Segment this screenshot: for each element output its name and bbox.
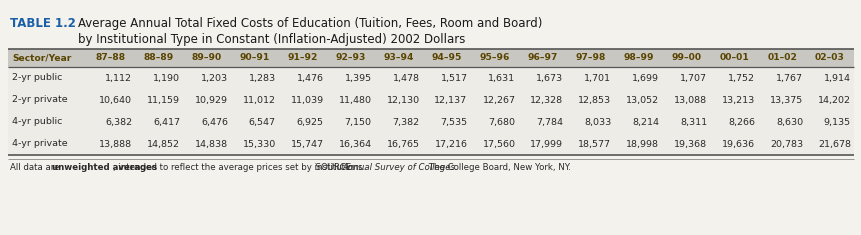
- Text: 1,752: 1,752: [728, 74, 754, 82]
- Text: 16,364: 16,364: [338, 140, 371, 149]
- Text: 2-yr private: 2-yr private: [12, 95, 67, 105]
- Text: 14,838: 14,838: [195, 140, 227, 149]
- Text: 19,636: 19,636: [722, 140, 754, 149]
- Text: 14,852: 14,852: [146, 140, 180, 149]
- Text: 7,680: 7,680: [488, 118, 515, 126]
- Text: 15,330: 15,330: [242, 140, 276, 149]
- Text: 12,130: 12,130: [386, 95, 419, 105]
- Text: 7,784: 7,784: [536, 118, 563, 126]
- Text: 1,631: 1,631: [488, 74, 515, 82]
- Text: TABLE 1.2: TABLE 1.2: [10, 17, 76, 30]
- Text: 13,888: 13,888: [99, 140, 132, 149]
- Text: 8,311: 8,311: [679, 118, 706, 126]
- Text: 1,699: 1,699: [631, 74, 659, 82]
- Text: 11,039: 11,039: [290, 95, 324, 105]
- Text: 96–97: 96–97: [527, 54, 557, 63]
- Text: The College Board, New York, NY.: The College Board, New York, NY.: [425, 164, 570, 172]
- Text: 13,213: 13,213: [721, 95, 754, 105]
- Text: 13,375: 13,375: [769, 95, 802, 105]
- Text: 01–02: 01–02: [766, 54, 796, 63]
- Text: 14,202: 14,202: [817, 95, 850, 105]
- Text: 1,476: 1,476: [296, 74, 324, 82]
- Text: 12,137: 12,137: [434, 95, 467, 105]
- Text: 1,283: 1,283: [249, 74, 276, 82]
- Text: 1,112: 1,112: [105, 74, 132, 82]
- Text: 9,135: 9,135: [823, 118, 850, 126]
- Text: 00–01: 00–01: [718, 54, 748, 63]
- Text: 4-yr private: 4-yr private: [12, 140, 67, 149]
- Text: 99–00: 99–00: [671, 54, 701, 63]
- Text: 6,476: 6,476: [201, 118, 227, 126]
- Text: Average Annual Total Fixed Costs of Education (Tuition, Fees, Room and Board): Average Annual Total Fixed Costs of Educ…: [77, 17, 542, 30]
- Text: Annual Survey of Colleges.: Annual Survey of Colleges.: [342, 164, 457, 172]
- Text: 20,783: 20,783: [769, 140, 802, 149]
- Text: 11,480: 11,480: [338, 95, 371, 105]
- Text: 11,159: 11,159: [146, 95, 180, 105]
- Text: 10,929: 10,929: [195, 95, 227, 105]
- Text: 12,853: 12,853: [578, 95, 610, 105]
- Text: 1,914: 1,914: [823, 74, 850, 82]
- Bar: [8, 133, 853, 155]
- Text: 89–90: 89–90: [191, 54, 222, 63]
- Text: 17,999: 17,999: [530, 140, 563, 149]
- Text: 90–91: 90–91: [239, 54, 269, 63]
- Text: 1,767: 1,767: [775, 74, 802, 82]
- Text: unweighted averages: unweighted averages: [52, 164, 157, 172]
- Text: 1,701: 1,701: [584, 74, 610, 82]
- Text: 6,382: 6,382: [105, 118, 132, 126]
- Text: 6,547: 6,547: [249, 118, 276, 126]
- Bar: [8, 89, 853, 111]
- Text: 95–96: 95–96: [479, 54, 509, 63]
- Text: 8,266: 8,266: [728, 118, 754, 126]
- Text: 1,395: 1,395: [344, 74, 371, 82]
- Text: 17,560: 17,560: [482, 140, 515, 149]
- Text: 19,368: 19,368: [673, 140, 706, 149]
- Text: 87–88: 87–88: [96, 54, 126, 63]
- Text: 1,707: 1,707: [679, 74, 706, 82]
- Text: 13,052: 13,052: [625, 95, 659, 105]
- Text: Sector/Year: Sector/Year: [12, 54, 71, 63]
- Bar: [8, 49, 853, 67]
- Text: 7,150: 7,150: [344, 118, 371, 126]
- Text: 02–03: 02–03: [815, 54, 844, 63]
- Text: 8,214: 8,214: [631, 118, 659, 126]
- Text: 4-yr public: 4-yr public: [12, 118, 62, 126]
- Text: 7,382: 7,382: [392, 118, 419, 126]
- Text: SOURCE:: SOURCE:: [309, 164, 356, 172]
- Text: 8,630: 8,630: [775, 118, 802, 126]
- Text: by Institutional Type in Constant (Inflation-Adjusted) 2002 Dollars: by Institutional Type in Constant (Infla…: [77, 33, 465, 46]
- Text: 91–92: 91–92: [288, 54, 318, 63]
- Text: 17,216: 17,216: [434, 140, 467, 149]
- Text: 88–89: 88–89: [144, 54, 174, 63]
- Text: 1,517: 1,517: [440, 74, 467, 82]
- Bar: [8, 111, 853, 133]
- Bar: [8, 67, 853, 89]
- Text: 16,765: 16,765: [387, 140, 419, 149]
- Text: 15,747: 15,747: [290, 140, 324, 149]
- Text: 1,478: 1,478: [392, 74, 419, 82]
- Text: 93–94: 93–94: [383, 54, 413, 63]
- Text: 92–93: 92–93: [335, 54, 365, 63]
- Text: 18,577: 18,577: [578, 140, 610, 149]
- Text: 98–99: 98–99: [623, 54, 653, 63]
- Text: 13,088: 13,088: [673, 95, 706, 105]
- Text: 94–95: 94–95: [430, 54, 461, 63]
- Text: 21,678: 21,678: [817, 140, 850, 149]
- Text: 12,267: 12,267: [482, 95, 515, 105]
- Text: 8,033: 8,033: [584, 118, 610, 126]
- Text: 2-yr public: 2-yr public: [12, 74, 62, 82]
- Text: All data are: All data are: [10, 164, 62, 172]
- Text: 97–98: 97–98: [574, 54, 605, 63]
- Text: 11,012: 11,012: [243, 95, 276, 105]
- Text: 1,203: 1,203: [201, 74, 227, 82]
- Text: 7,535: 7,535: [440, 118, 467, 126]
- Text: 18,998: 18,998: [626, 140, 659, 149]
- Text: 6,925: 6,925: [296, 118, 324, 126]
- Text: 6,417: 6,417: [152, 118, 180, 126]
- Text: 10,640: 10,640: [99, 95, 132, 105]
- Text: , intended to reflect the average prices set by institutions.: , intended to reflect the average prices…: [113, 164, 365, 172]
- Text: 1,673: 1,673: [536, 74, 563, 82]
- Text: 12,328: 12,328: [530, 95, 563, 105]
- Text: 1,190: 1,190: [152, 74, 180, 82]
